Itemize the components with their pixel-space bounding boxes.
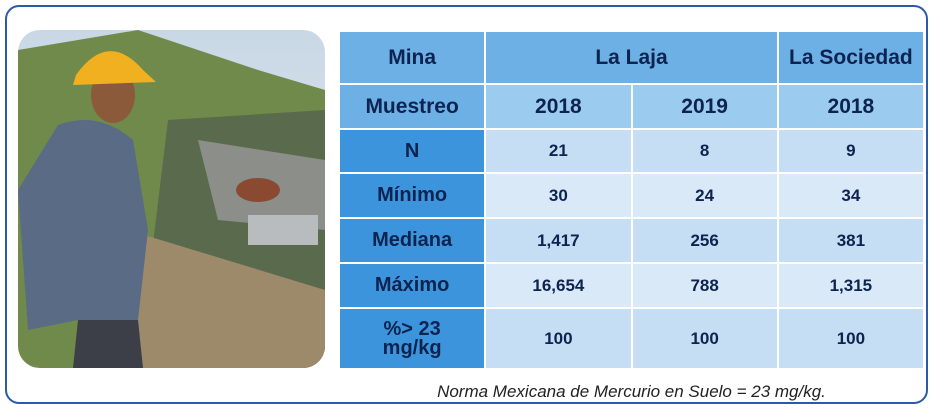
data-row: N 21 8 9: [337, 128, 926, 174]
table-cell: 2018: [484, 83, 633, 130]
frame: [5, 5, 928, 404]
row-label-text: Mediana: [372, 229, 453, 251]
note: Norma Mexicana de Mercurio en Suelo = 23…: [437, 382, 826, 401]
data-row: Máximo 16,654 788 1,315: [337, 262, 926, 309]
table-cell: 21: [484, 128, 633, 174]
table-cell: 34: [776, 172, 926, 219]
table-cell: 1,417: [484, 217, 633, 264]
photo: [18, 30, 325, 368]
row-label: Máximo: [337, 262, 487, 309]
header-row: Mina La Laja La Sociedad: [337, 30, 926, 85]
table-cell: 8: [630, 128, 779, 174]
table-cell: 788: [630, 262, 779, 309]
header-row: Muestreo 2018 2019 2018: [337, 83, 926, 130]
photo-illustration: [18, 30, 325, 368]
table-cell: 100: [776, 307, 926, 370]
table-cell: 24: [630, 172, 779, 219]
table-cell: 100: [630, 307, 779, 370]
table-cell: 2019: [630, 83, 779, 130]
table-cell: 16,654: [484, 262, 633, 309]
table-cell: La Sociedad: [776, 30, 926, 85]
table-cell: 2018: [776, 83, 926, 130]
row-label: Mediana: [337, 217, 487, 264]
row-label-text: %> 23 mg/kg: [382, 317, 442, 359]
data-row: Mínimo 30 24 34: [337, 172, 926, 219]
table-cell: 100: [484, 307, 633, 370]
results-table: Mina La Laja La Sociedad Muestreo 2018 2019 20…: [337, 30, 926, 370]
data-row: Mediana 1,417 256 381: [337, 217, 926, 264]
table-cell: 9: [776, 128, 926, 174]
row-label: N: [337, 128, 487, 174]
row-label-text: Mínimo: [377, 184, 448, 206]
table-cell: 256: [630, 217, 779, 264]
row-label-text: N: [404, 139, 420, 162]
row-label: %> 23 mg/kg: [337, 307, 487, 370]
table-cell: Muestreo: [337, 83, 487, 130]
table-cell: 30: [484, 172, 633, 219]
data-row: %> 23 mg/kg 100 100 100: [337, 307, 926, 370]
table-cell: 1,315: [776, 262, 926, 309]
row-label: Mínimo: [337, 172, 487, 219]
row-label-text: Máximo: [374, 274, 450, 296]
table-cell: 381: [776, 217, 926, 264]
table-cell: Mina: [337, 30, 487, 85]
table-cell: La Laja: [484, 30, 779, 85]
